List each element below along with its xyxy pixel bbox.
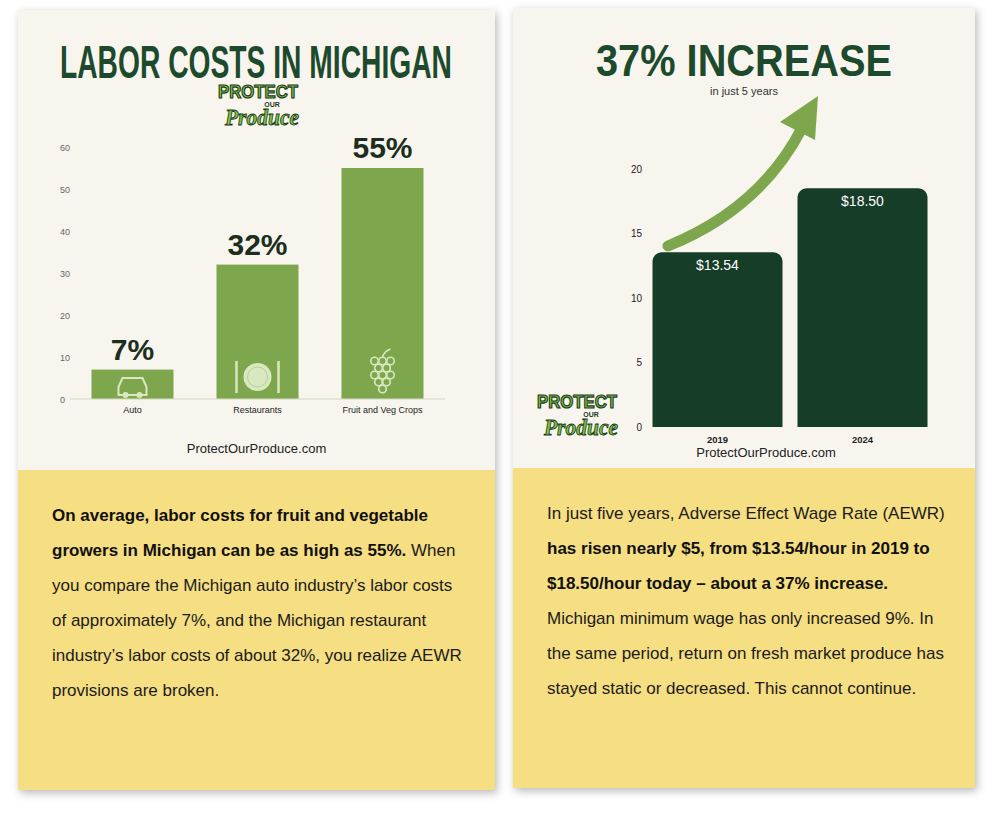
arrow-head xyxy=(780,96,818,140)
tick-label: 10 xyxy=(631,293,643,304)
subtitle: in just 5 years xyxy=(710,85,778,97)
tick-label: 30 xyxy=(60,269,70,279)
bar xyxy=(653,252,783,427)
source: ProtectOurProduce.com xyxy=(187,441,326,456)
caption-text: Michigan minimum wage has only increased… xyxy=(547,609,944,698)
caption-text: has risen nearly $5, from $13.54/hour in… xyxy=(547,539,930,593)
bars xyxy=(92,168,424,399)
tick-label: 10 xyxy=(60,353,70,363)
caption: On average, labor costs for fruit and ve… xyxy=(52,498,465,708)
tick xyxy=(643,169,645,170)
caption: In just five years, Adverse Effect Wage … xyxy=(547,496,945,706)
data-label: $18.50 xyxy=(841,193,884,209)
category-label: Auto xyxy=(123,405,142,415)
data-labels: $13.54 $18.50 xyxy=(696,193,884,273)
tick xyxy=(643,233,645,234)
tick-label: 15 xyxy=(631,228,643,239)
tick xyxy=(68,399,70,400)
icon-grapes xyxy=(371,349,395,393)
icon-part xyxy=(119,378,147,395)
card xyxy=(513,8,975,788)
caption-text: On average, labor costs for fruit and ve… xyxy=(52,506,428,560)
tick-label: 0 xyxy=(60,395,65,405)
page: {"chart_data": [ {"type": "bar", "title"… xyxy=(0,0,1000,814)
arrow xyxy=(668,96,818,246)
tick-label: 40 xyxy=(60,227,70,237)
arrow-shaft xyxy=(668,128,802,246)
baseline xyxy=(70,399,445,400)
icon-plate xyxy=(237,361,279,393)
bar xyxy=(342,168,424,399)
logo-word: PROTECT xyxy=(218,81,298,102)
tick xyxy=(643,427,645,428)
caption-band xyxy=(18,470,495,790)
tick-label: 60 xyxy=(60,143,70,153)
icon-car xyxy=(119,378,147,398)
panel: LABOR COSTS IN MICHIGANPROTECTOURProduce… xyxy=(18,10,495,790)
tick-label: 0 xyxy=(636,422,642,433)
bars xyxy=(653,188,928,427)
caption-band xyxy=(513,468,975,788)
y-axis: 0 5 10 15 20 xyxy=(631,164,645,433)
bar xyxy=(798,188,928,427)
panel: 37% INCREASEin just 5 years PROTECTOURPro… xyxy=(513,8,975,788)
icon-part xyxy=(379,385,387,393)
caption-text: When you compare the Michigan auto indus… xyxy=(52,541,462,700)
icon-part xyxy=(244,363,272,391)
source: ProtectOurProduce.com xyxy=(696,445,835,460)
data-label: 32% xyxy=(227,228,287,261)
title: 37% INCREASE xyxy=(596,36,892,85)
tick-label: 20 xyxy=(60,311,70,321)
icon-part xyxy=(137,392,143,398)
category-label: Fruit and Veg Crops xyxy=(342,405,423,415)
category-label: 2024 xyxy=(852,434,874,445)
logo: PROTECTOURProduce xyxy=(218,81,299,130)
data-label: 7% xyxy=(111,333,154,366)
tick-label: 50 xyxy=(60,185,70,195)
data-label: $13.54 xyxy=(696,257,739,273)
icon-part xyxy=(248,367,268,387)
icon-part xyxy=(123,392,129,398)
caption-text: In just five years, Adverse Effect Wage … xyxy=(547,504,945,523)
icon-part xyxy=(277,361,280,393)
logo: PROTECTOURProduce xyxy=(537,391,618,440)
data-label: 55% xyxy=(352,131,412,164)
icon-part xyxy=(383,349,391,357)
category-label: 2019 xyxy=(707,434,728,445)
logo-word: PROTECT xyxy=(537,391,617,412)
tick xyxy=(643,362,645,363)
tick-label: 5 xyxy=(636,357,642,368)
y-axis: 0 10 20 30 40 50 60 xyxy=(60,143,70,405)
baseline xyxy=(645,427,935,428)
category-label: Restaurants xyxy=(233,405,282,415)
logo-word: Produce xyxy=(224,104,299,130)
data-labels: 7% 32% 55% xyxy=(111,131,413,366)
icon-part xyxy=(235,361,238,393)
tick xyxy=(643,298,645,299)
bar xyxy=(92,370,174,399)
logo-word: Produce xyxy=(543,414,618,440)
bar xyxy=(217,265,299,399)
card xyxy=(18,10,495,790)
tick-label: 20 xyxy=(631,164,643,175)
